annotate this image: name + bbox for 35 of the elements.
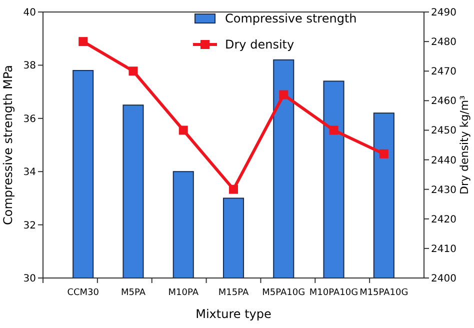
y2-tick-label: 2400 — [431, 274, 456, 284]
y2-tick-label: 2450 — [431, 126, 456, 137]
x-tick-label: M5PA — [120, 288, 146, 298]
x-axis-title: Mixture type — [196, 307, 272, 321]
point — [128, 66, 138, 76]
y2-tick-label: 2470 — [431, 66, 456, 78]
y-tick-label: 30 — [23, 274, 36, 284]
y2-tick-label: 2480 — [431, 37, 456, 48]
x-tick-label: M10PA10G — [309, 288, 358, 298]
x-tick-label: M15PA — [218, 288, 250, 298]
x-tick-label: M15PA10G — [360, 288, 408, 298]
y-axis-title: Compressive strength MPa — [1, 65, 15, 225]
y-tick-label: 38 — [23, 60, 36, 72]
y-tick-label: 36 — [23, 114, 36, 125]
y2-tick-label: 2490 — [431, 8, 456, 18]
x-tick-label: M10PA — [168, 288, 200, 298]
point — [279, 90, 288, 100]
point — [379, 149, 388, 158]
point — [78, 37, 88, 46]
point — [229, 184, 238, 194]
x-tick-label: CCM30 — [67, 288, 100, 298]
y2-tick-label: 2460 — [431, 96, 456, 108]
y2-tick-label: 2430 — [431, 184, 456, 196]
y2-tick-label: 2420 — [431, 214, 456, 226]
point — [178, 126, 188, 135]
point — [329, 126, 338, 135]
y2-axis-title: Dry density kg/m³ — [458, 95, 471, 195]
y2-tick-label: 2410 — [431, 244, 456, 255]
legend-label: Dry density — [225, 38, 294, 52]
legend-label: Compressive strength — [225, 12, 357, 26]
y-tick-label: 40 — [23, 8, 36, 18]
y-tick-label: 34 — [23, 167, 36, 178]
y-tick-label: 32 — [23, 220, 36, 232]
x-tick-label: M5PA10G — [262, 288, 306, 298]
y2-tick-label: 2440 — [431, 155, 456, 166]
